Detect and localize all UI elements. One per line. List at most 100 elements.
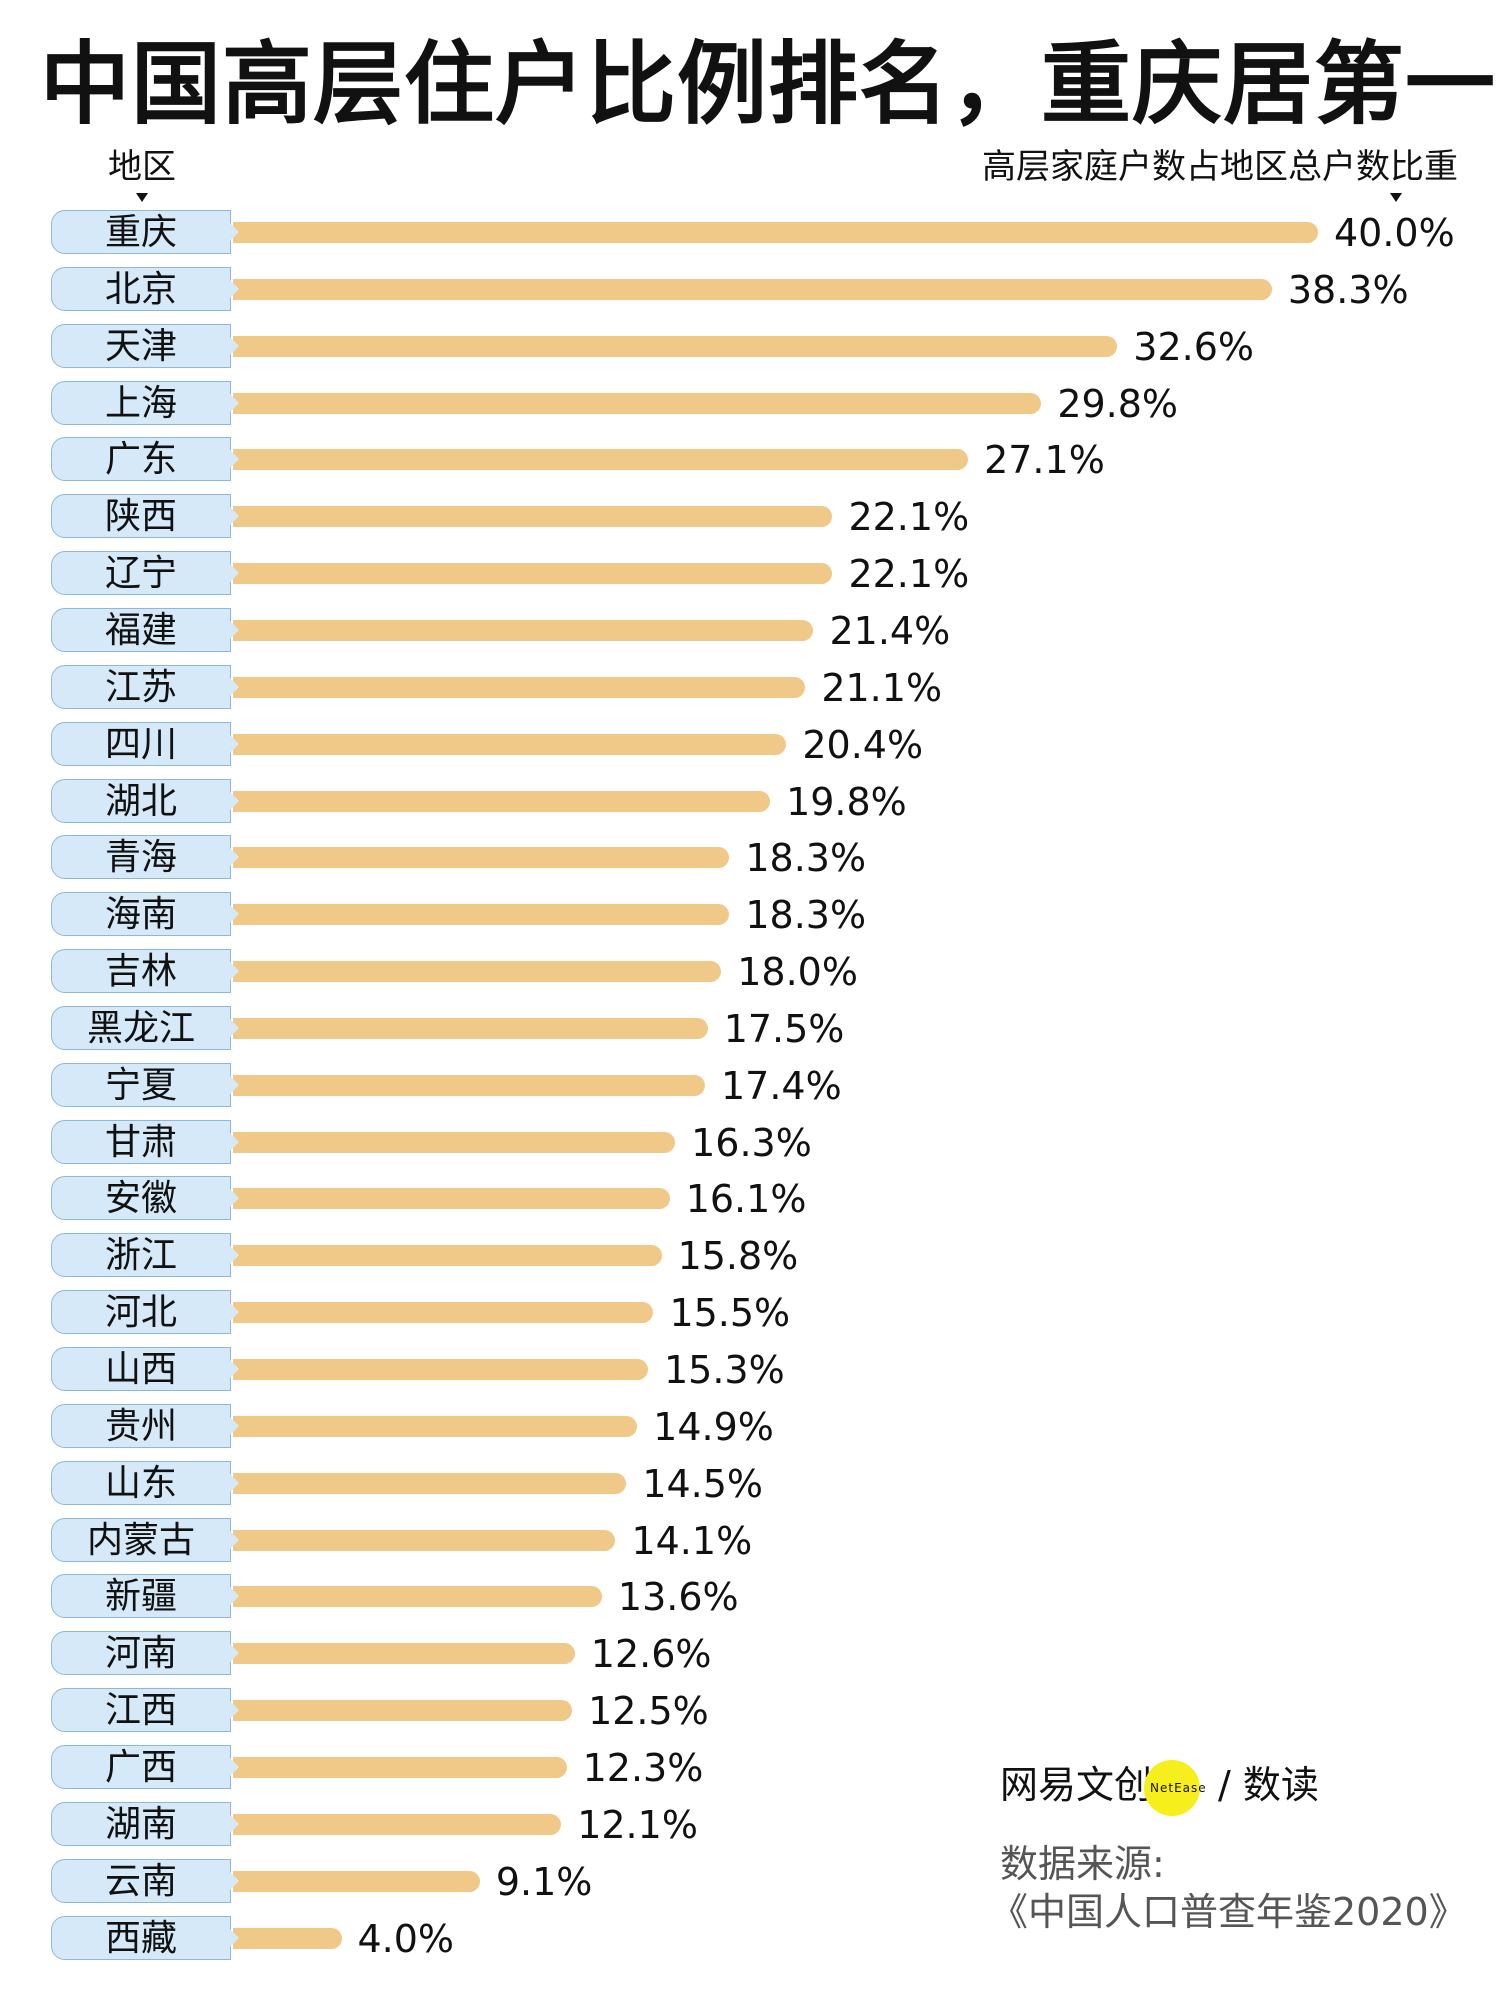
source-text: 《中国人口普查年鉴2020》	[990, 1890, 1467, 1934]
label-pointer	[230, 1530, 239, 1549]
bar-row: 江西 12.5%	[0, 1686, 1500, 1736]
region-label: 西藏	[51, 1915, 231, 1960]
label-pointer	[230, 1018, 239, 1037]
region-label: 北京	[51, 266, 231, 311]
bar-row: 四川 20.4%	[0, 720, 1500, 770]
region-label: 内蒙古	[51, 1517, 231, 1562]
value-label: 16.3%	[691, 1120, 812, 1165]
bar-row: 西藏 4.0%	[0, 1914, 1500, 1964]
label-pointer	[230, 791, 239, 810]
bar	[233, 335, 1118, 357]
value-label: 14.9%	[653, 1404, 774, 1449]
bar-row: 江苏 21.1%	[0, 663, 1500, 713]
bar-row: 黑龙江 17.5%	[0, 1004, 1500, 1054]
value-label: 19.8%	[786, 779, 907, 824]
region-label: 江西	[51, 1688, 231, 1733]
bar-row: 贵州 14.9%	[0, 1402, 1500, 1452]
value-label: 38.3%	[1287, 267, 1409, 312]
label-pointer	[230, 1701, 239, 1720]
netease-logo: 网易文创 NetEase / 数读	[1000, 1755, 1319, 1816]
value-label: 18.3%	[745, 893, 867, 938]
bar-row: 天津 32.6%	[0, 322, 1500, 372]
value-label: 40.0%	[1334, 211, 1455, 255]
bar-row: 内蒙古 14.1%	[0, 1516, 1500, 1566]
label-pointer	[230, 223, 239, 241]
bar-row: 辽宁 22.1%	[0, 549, 1500, 599]
value-label: 17.4%	[720, 1063, 842, 1108]
value-label: 27.1%	[984, 438, 1105, 483]
bar-row: 云南 9.1%	[0, 1857, 1500, 1907]
bar	[233, 1870, 480, 1892]
region-label: 河南	[51, 1631, 231, 1676]
bar	[233, 1415, 638, 1437]
value-label: 12.5%	[588, 1689, 709, 1734]
bar-row: 重庆 40.0%	[0, 208, 1500, 258]
region-label: 云南	[51, 1858, 231, 1903]
region-label: 河北	[51, 1290, 231, 1335]
label-pointer	[230, 1303, 239, 1322]
label-pointer	[230, 620, 239, 639]
bar-row: 广西 12.3%	[0, 1743, 1500, 1793]
bar-row: 湖北 19.8%	[0, 777, 1500, 827]
down-arrow-icon	[136, 193, 148, 202]
label-pointer	[230, 1132, 239, 1151]
label-pointer	[230, 564, 239, 583]
label-pointer	[230, 336, 239, 355]
label-pointer	[230, 1587, 239, 1606]
bar	[233, 1700, 573, 1722]
bar-row: 浙江 15.8%	[0, 1231, 1500, 1281]
bar	[233, 676, 806, 698]
label-pointer	[230, 507, 239, 526]
region-label: 天津	[51, 323, 231, 368]
label-pointer	[230, 1075, 239, 1094]
region-label: 吉林	[51, 949, 231, 994]
value-label: 12.1%	[577, 1802, 698, 1847]
label-pointer	[230, 1871, 239, 1890]
label-pointer	[230, 1644, 239, 1663]
value-label: 12.6%	[590, 1632, 712, 1677]
bar-row: 山东 14.5%	[0, 1459, 1500, 1509]
label-pointer	[230, 1814, 239, 1833]
bar	[233, 1586, 602, 1608]
label-pointer	[230, 1246, 239, 1265]
bar-row: 陕西 22.1%	[0, 492, 1500, 542]
bar	[233, 1359, 648, 1380]
value-label: 15.8%	[677, 1234, 799, 1279]
bar-row: 北京 38.3%	[0, 265, 1500, 315]
bar	[233, 1017, 708, 1039]
region-label: 黑龙江	[51, 1005, 231, 1050]
bar	[233, 1245, 662, 1267]
value-label: 18.0%	[737, 950, 858, 995]
bar-row: 福建 21.4%	[0, 606, 1500, 656]
bar	[233, 222, 1318, 243]
bar	[233, 733, 787, 755]
region-label: 浙江	[51, 1233, 231, 1278]
bar	[233, 1813, 562, 1835]
value-label: 18.3%	[745, 836, 867, 881]
bar	[233, 1643, 575, 1665]
bar	[233, 1074, 705, 1096]
down-arrow-icon	[1390, 193, 1402, 202]
value-label: 15.3%	[664, 1348, 785, 1392]
bar	[233, 1472, 627, 1494]
region-label: 宁夏	[51, 1062, 231, 1107]
logo-cn: 网易文创	[1000, 1763, 1153, 1807]
logo-en: NetEase	[1150, 1780, 1207, 1795]
label-pointer	[230, 450, 239, 469]
label-pointer	[230, 677, 239, 696]
region-label: 贵州	[51, 1403, 231, 1448]
bar-row: 湖南 12.1%	[0, 1800, 1500, 1850]
region-label: 甘肃	[51, 1119, 231, 1164]
bar	[233, 278, 1272, 300]
bar	[233, 563, 833, 585]
value-label: 12.3%	[582, 1745, 704, 1790]
region-label: 重庆	[51, 210, 231, 254]
bar	[233, 961, 722, 983]
bar	[233, 904, 730, 926]
value-label: 21.1%	[821, 665, 943, 710]
region-label: 湖北	[51, 778, 231, 823]
region-label: 山东	[51, 1460, 231, 1505]
label-pointer	[230, 1416, 239, 1435]
region-label: 湖南	[51, 1801, 231, 1846]
region-label: 江苏	[51, 664, 231, 709]
